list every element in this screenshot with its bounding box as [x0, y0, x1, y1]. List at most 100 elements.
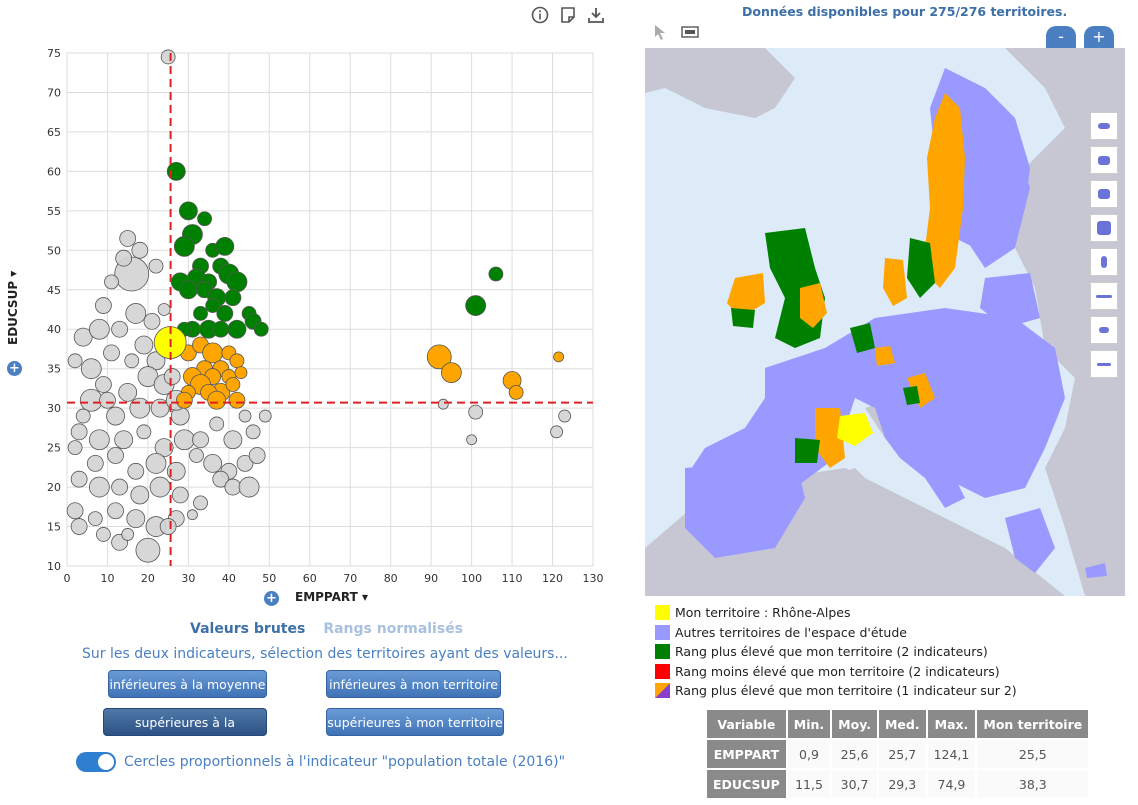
data-point-grey: [145, 452, 167, 474]
download-icon[interactable]: [587, 6, 605, 24]
data-point-orange: [234, 366, 248, 380]
tab-raw-values[interactable]: Valeurs brutes: [190, 621, 306, 637]
mode-tabs: Valeurs brutes Rangs normalisés: [190, 621, 463, 637]
data-point-grey: [157, 303, 171, 316]
data-point-grey: [125, 303, 147, 324]
data-point-grey: [171, 486, 189, 504]
data-point-grey: [107, 447, 124, 464]
stats-cell: EMPPART: [707, 740, 786, 768]
europe-map[interactable]: [645, 48, 1125, 596]
proportional-circles-toggle[interactable]: [76, 752, 116, 772]
stats-header: Variable: [707, 710, 786, 738]
data-point-grey: [67, 353, 83, 369]
table-row: EMPPART 0,9 25,6 25,7 124,1 25,5: [707, 740, 1089, 768]
data-point-grey: [87, 511, 103, 527]
data-point-green: [227, 319, 247, 339]
mini-map-2[interactable]: [1090, 146, 1118, 174]
zoom-out-button[interactable]: -: [1046, 26, 1076, 50]
x-axis-add-icon[interactable]: +: [264, 591, 279, 606]
data-point-grey: [437, 398, 449, 410]
selection-heading: Sur les deux indicateurs, sélection des …: [82, 646, 568, 662]
data-point-green: [178, 280, 198, 300]
map-canvas: [645, 48, 1125, 596]
data-point-grey: [238, 476, 260, 498]
x-tick-label: 20: [141, 572, 155, 585]
y-axis-add-icon[interactable]: +: [7, 361, 22, 376]
data-point-grey: [136, 424, 152, 440]
legend-label: Rang plus élevé que mon territoire (1 in…: [675, 683, 1017, 699]
stats-cell: 38,3: [977, 770, 1089, 798]
legend-swatch: [655, 605, 670, 621]
legend-label: Rang moins élevé que mon territoire (2 i…: [675, 663, 1000, 679]
data-point-grey: [193, 495, 208, 511]
mini-map-3[interactable]: [1090, 180, 1118, 208]
y-tick-label: 40: [47, 323, 61, 336]
legend-item: Rang plus élevé que mon territoire (2 in…: [655, 642, 1017, 662]
lower-than-territory-button[interactable]: inférieures à mon territoire: [326, 670, 501, 698]
x-tick-label: 100: [461, 572, 482, 585]
data-point-grey: [163, 368, 181, 385]
data-point-orange: [202, 342, 224, 364]
legend-swatch: [655, 624, 670, 640]
map-tools: [653, 24, 699, 44]
data-point-green: [226, 271, 248, 293]
data-point-grey: [99, 391, 116, 409]
mini-map-6[interactable]: [1090, 282, 1118, 310]
stats-cell: 0,9: [787, 740, 831, 768]
x-tick-label: 40: [222, 572, 236, 585]
data-point-grey: [258, 409, 272, 423]
upper-than-territory-button[interactable]: supérieures à mon territoire: [326, 708, 504, 736]
stats-header: Max.: [927, 710, 976, 738]
x-tick-label: 60: [303, 572, 317, 585]
data-point-grey: [173, 429, 195, 451]
data-point-grey: [111, 478, 128, 496]
y-tick-label: 35: [47, 363, 61, 376]
mini-map-4[interactable]: [1090, 214, 1118, 242]
y-tick-label: 20: [47, 481, 61, 494]
data-point-grey: [75, 408, 91, 424]
legend-swatch: [655, 663, 670, 679]
info-icon[interactable]: [531, 6, 549, 24]
data-point-grey: [103, 344, 120, 362]
y-tick-label: 25: [47, 442, 61, 455]
data-point-grey: [129, 397, 151, 419]
y-tick-label: 70: [47, 86, 61, 99]
data-point-grey: [115, 249, 133, 267]
data-point-green: [166, 161, 186, 181]
data-point-orange: [440, 362, 462, 384]
legend-item: Autres territoires de l'espace d'étude: [655, 623, 1017, 643]
data-point-grey: [143, 312, 161, 330]
data-point-green: [205, 298, 221, 313]
data-point-orange: [225, 377, 241, 392]
legend-label: Rang plus élevé que mon territoire (2 in…: [675, 644, 988, 660]
x-tick-label: 10: [100, 572, 114, 585]
x-tick-label: 0: [64, 572, 71, 585]
data-point-grey: [96, 527, 111, 542]
data-point-orange: [175, 391, 193, 409]
tab-normalized-ranks[interactable]: Rangs normalisés: [323, 621, 464, 637]
upper-than-mean-button[interactable]: supérieures à la moyenne: [103, 708, 267, 758]
rectangle-select-icon[interactable]: [681, 24, 699, 44]
x-tick-label: 120: [542, 572, 563, 585]
cursor-icon[interactable]: [653, 24, 667, 44]
note-icon[interactable]: [559, 6, 577, 24]
zoom-in-button[interactable]: +: [1084, 26, 1114, 50]
mini-map-7[interactable]: [1090, 316, 1118, 344]
lower-than-mean-button[interactable]: inférieures à la moyenne: [108, 670, 267, 698]
stats-cell: EDUCSUP: [707, 770, 786, 798]
y-tick-label: 60: [47, 165, 61, 178]
data-point-grey: [238, 409, 252, 423]
data-point-grey: [70, 518, 88, 535]
x-tick-label: 130: [583, 572, 604, 585]
y-axis-selector[interactable]: EDUCSUP ▾: [6, 270, 20, 345]
data-point-grey: [224, 478, 242, 496]
stats-header: Min.: [787, 710, 831, 738]
stats-header-row: Variable Min. Moy. Med. Max. Mon territo…: [707, 710, 1089, 738]
x-axis-selector[interactable]: EMPPART ▾: [295, 590, 369, 604]
stats-cell: 74,9: [927, 770, 976, 798]
mini-map-1[interactable]: [1090, 112, 1118, 140]
mini-map-5[interactable]: [1090, 248, 1118, 276]
data-point-grey: [134, 335, 154, 355]
mini-map-8[interactable]: [1090, 350, 1118, 378]
data-point-grey: [166, 461, 186, 481]
